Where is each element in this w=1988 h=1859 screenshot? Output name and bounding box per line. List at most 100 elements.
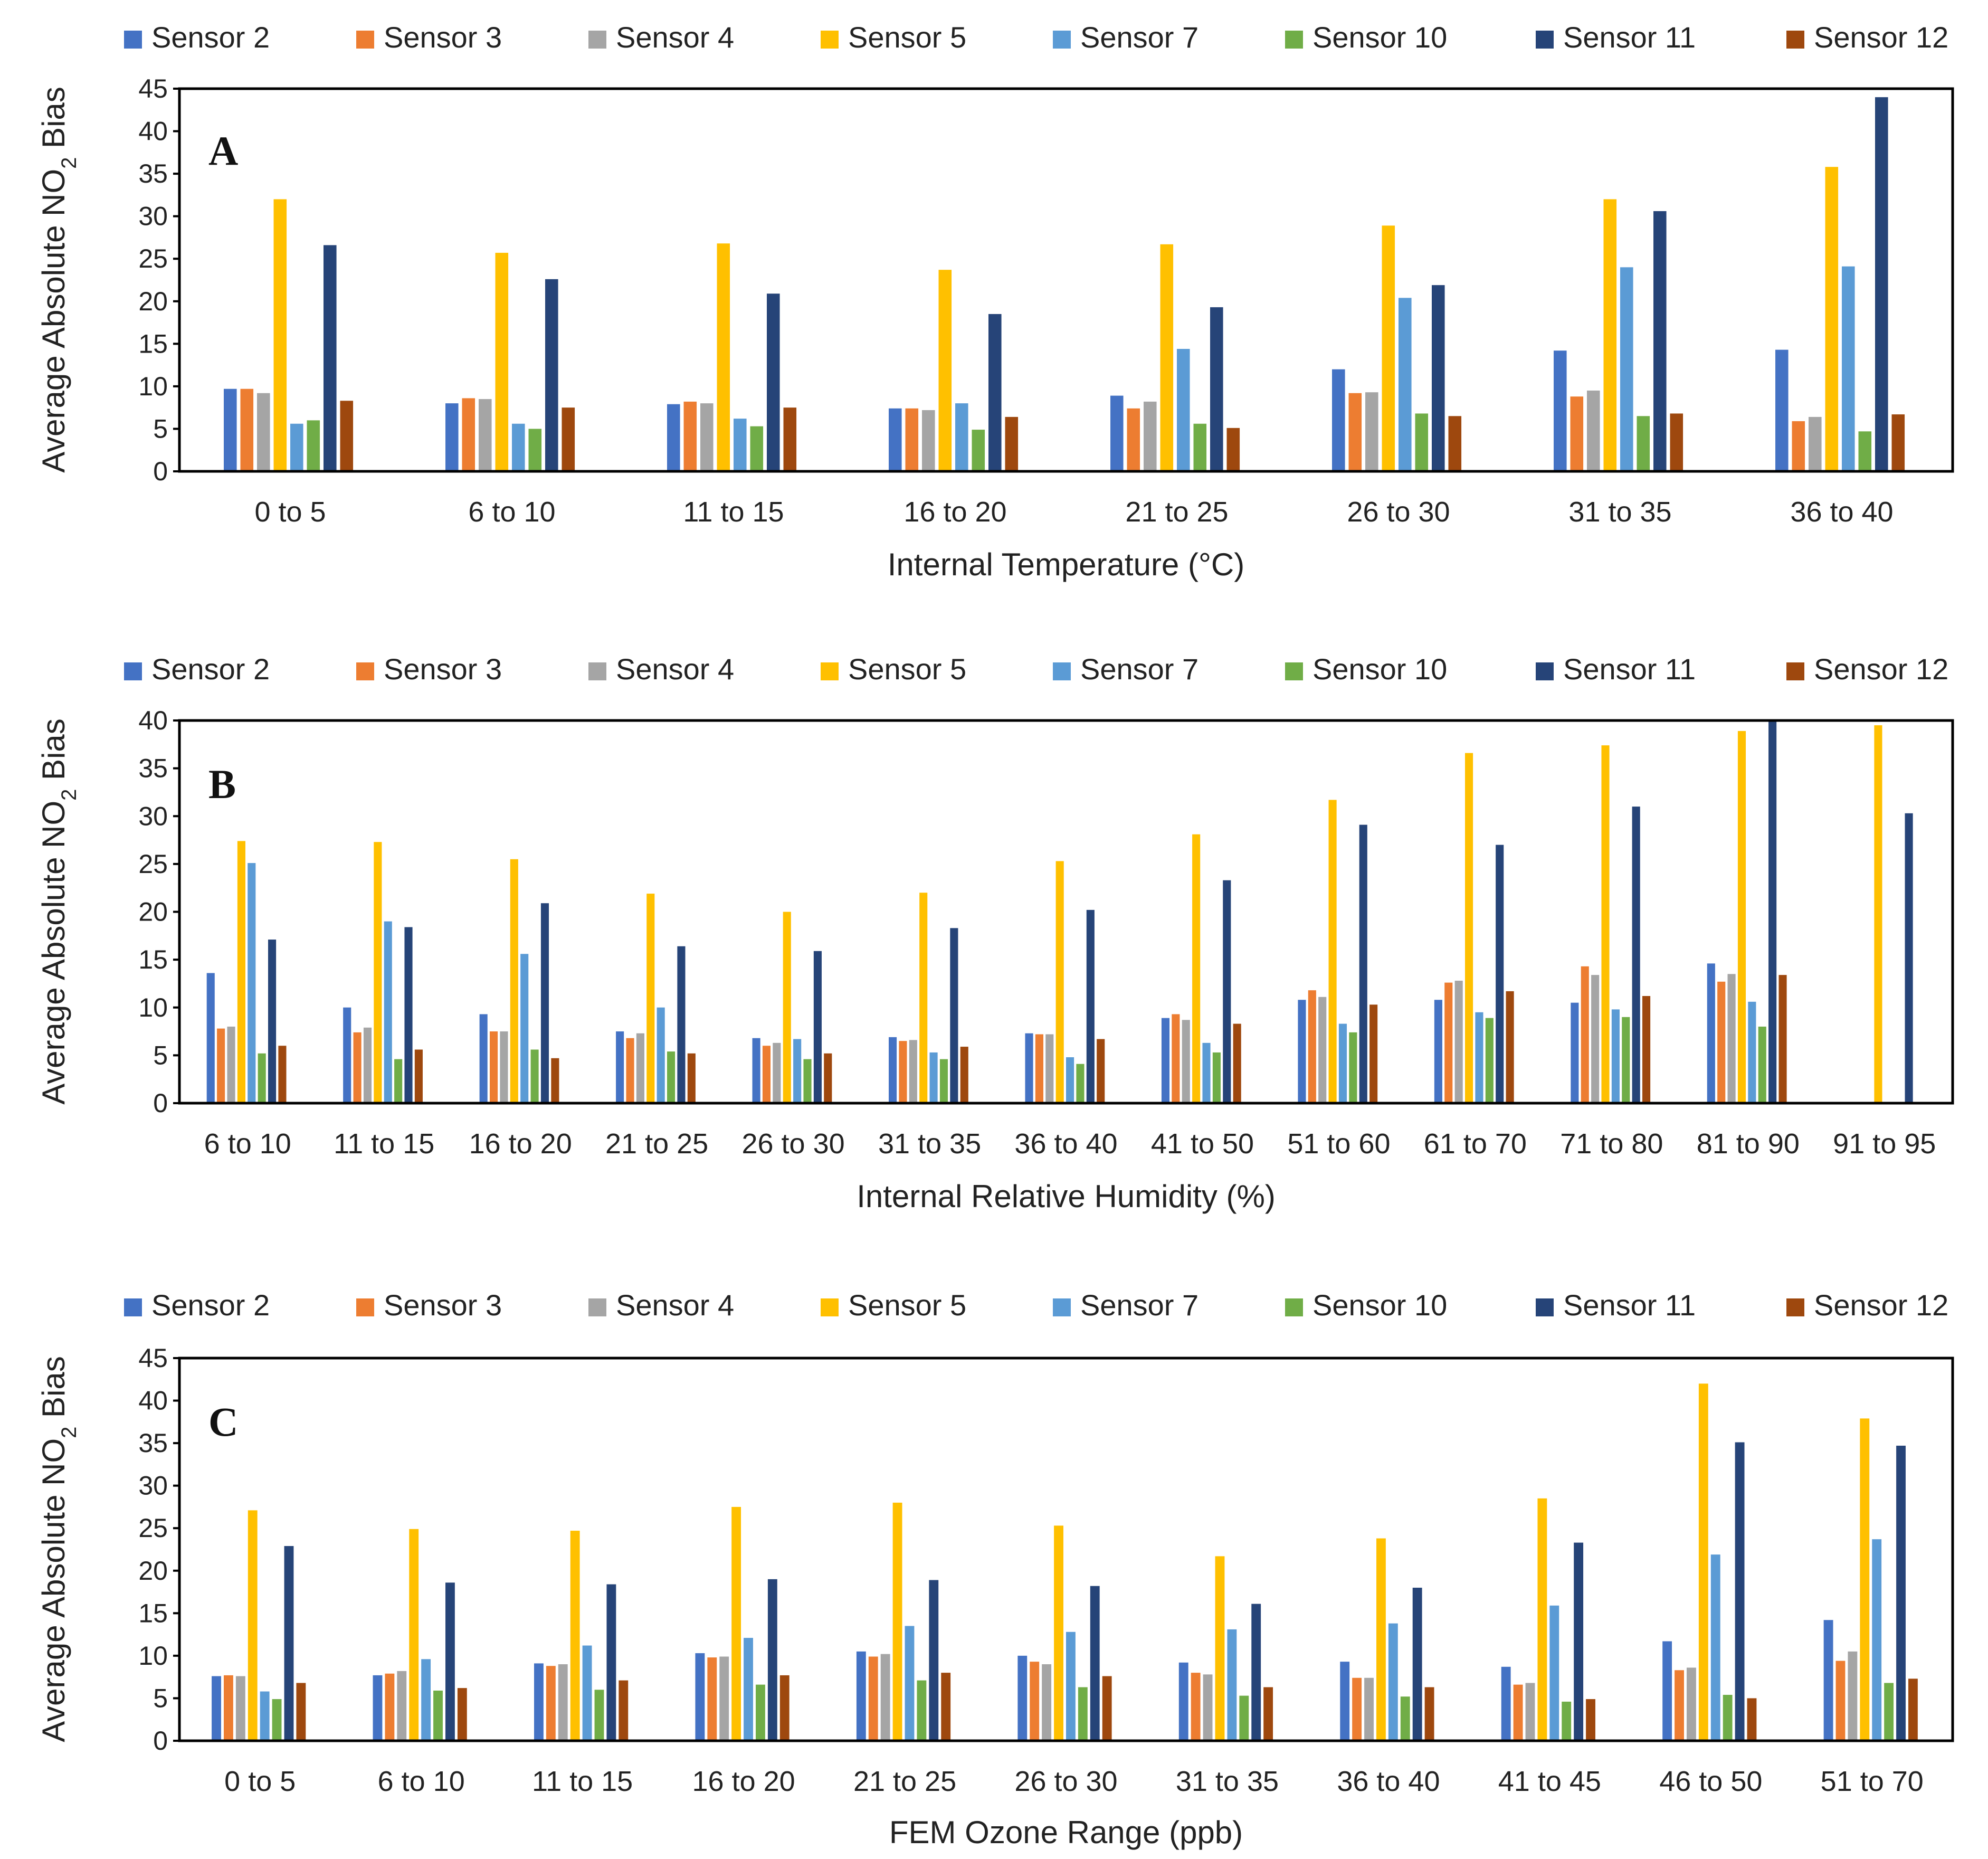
- bar: [224, 388, 237, 471]
- x-tick-label: 41 to 50: [1151, 1128, 1254, 1160]
- bar: [1364, 1677, 1374, 1741]
- legend-item: Sensor 10: [1285, 21, 1447, 54]
- bar: [657, 1007, 665, 1103]
- bar: [1161, 1018, 1170, 1103]
- legend-swatch: [588, 31, 606, 49]
- legend-label: Sensor 3: [384, 21, 502, 54]
- bar: [1485, 1018, 1494, 1103]
- x-tick-label: 36 to 40: [1014, 1128, 1117, 1160]
- bar: [1454, 981, 1463, 1103]
- bar: [353, 1032, 362, 1103]
- bar: [1388, 1623, 1398, 1741]
- y-tick-label: 10: [138, 1641, 168, 1671]
- legend-label: Sensor 10: [1312, 1288, 1447, 1322]
- bar: [237, 841, 245, 1103]
- bar: [582, 1645, 592, 1741]
- panel-a: Sensor 2 Sensor 3 Sensor 4 Sensor 5 Sensor 7…: [36, 21, 1954, 582]
- bar: [1620, 267, 1633, 471]
- legend-label: Sensor 12: [1814, 1288, 1948, 1322]
- y-ticks-a: 0 5 10 15 20 25 30 35 40 45: [138, 74, 179, 486]
- bar: [1400, 1696, 1410, 1741]
- bar: [972, 430, 985, 471]
- y-tick-label: 45: [138, 1343, 168, 1373]
- x-tick-label: 36 to 40: [1337, 1766, 1440, 1797]
- bar: [1775, 349, 1789, 471]
- bar: [734, 419, 747, 471]
- bar: [1735, 1442, 1745, 1741]
- plot-frame-b: [178, 719, 1954, 1105]
- bar: [1424, 1687, 1434, 1741]
- bar: [892, 1502, 902, 1741]
- legend-label: Sensor 3: [384, 1288, 502, 1322]
- bar: [404, 927, 413, 1103]
- x-tick-label: 81 to 90: [1697, 1128, 1800, 1160]
- bar: [495, 252, 509, 471]
- legend-c: Sensor 2 Sensor 3 Sensor 4 Sensor 5 Sensor 7…: [124, 1288, 1948, 1322]
- bar: [1227, 1629, 1237, 1741]
- x-tick-label: 11 to 15: [334, 1128, 434, 1160]
- bar: [1338, 1023, 1347, 1103]
- bar: [268, 940, 277, 1103]
- bar: [955, 403, 968, 471]
- bar: [1226, 428, 1240, 471]
- legend-item: Sensor 11: [1536, 652, 1696, 686]
- x-tick-label: 91 to 95: [1833, 1128, 1936, 1160]
- bar: [363, 1027, 372, 1103]
- panel-c: Sensor 2 Sensor 3 Sensor 4 Sensor 5 Sensor 7…: [36, 1288, 1954, 1850]
- legend-item: Sensor 11: [1536, 21, 1696, 54]
- y-tick-label: 35: [138, 1428, 168, 1458]
- bar: [1778, 975, 1787, 1103]
- bar: [1193, 423, 1207, 471]
- y-tick-label: 5: [153, 1683, 168, 1713]
- bar: [490, 1031, 498, 1103]
- panel-label-b: B: [208, 761, 236, 807]
- legend-swatch: [1285, 662, 1303, 680]
- legend-label: Sensor 5: [848, 21, 966, 54]
- y-tick-label: 0: [153, 1088, 168, 1118]
- bar: [1591, 975, 1600, 1103]
- bar: [1662, 1641, 1672, 1741]
- legend-swatch: [1536, 662, 1554, 680]
- bar: [1005, 416, 1019, 471]
- bar: [1444, 982, 1453, 1103]
- legend-swatch: [588, 1298, 606, 1316]
- legend-swatch: [1285, 1298, 1303, 1316]
- y-ticks-b: 0 5 10 15 20 25 30 35 40: [138, 706, 179, 1118]
- bar: [1506, 991, 1514, 1103]
- bar: [1537, 1498, 1547, 1741]
- y-tick-label: 40: [138, 706, 168, 735]
- bar: [1127, 408, 1140, 471]
- legend-swatch: [1053, 662, 1071, 680]
- bar: [462, 398, 475, 471]
- bar: [856, 1651, 866, 1741]
- bar: [1525, 1683, 1535, 1741]
- bar: [1501, 1666, 1511, 1741]
- bar: [1144, 401, 1157, 471]
- bar: [1872, 1539, 1882, 1741]
- y-tick-label: 15: [138, 329, 168, 358]
- legend-swatch: [1536, 1298, 1554, 1316]
- legend-label: Sensor 10: [1312, 652, 1447, 686]
- legend-swatch: [356, 1298, 374, 1316]
- x-tick-label: 61 to 70: [1424, 1128, 1527, 1160]
- bar: [272, 1699, 282, 1741]
- y-tick-label: 45: [138, 74, 168, 103]
- bar: [235, 1676, 245, 1741]
- y-tick-label: 30: [138, 202, 168, 231]
- x-tick-label: 26 to 30: [1014, 1766, 1117, 1797]
- bar: [731, 1506, 741, 1741]
- bar: [1078, 1687, 1088, 1741]
- bar: [667, 1051, 676, 1103]
- bar: [960, 1047, 968, 1103]
- bar: [558, 1664, 568, 1741]
- bar: [1717, 981, 1726, 1103]
- bar: [240, 388, 254, 471]
- bar: [258, 1053, 266, 1103]
- y-tick-label: 40: [138, 117, 168, 146]
- bar: [1203, 1674, 1213, 1741]
- bar: [540, 903, 549, 1103]
- bar: [1842, 266, 1855, 471]
- bar: [922, 410, 935, 471]
- x-tick-label: 11 to 15: [532, 1766, 633, 1797]
- bar: [813, 951, 822, 1103]
